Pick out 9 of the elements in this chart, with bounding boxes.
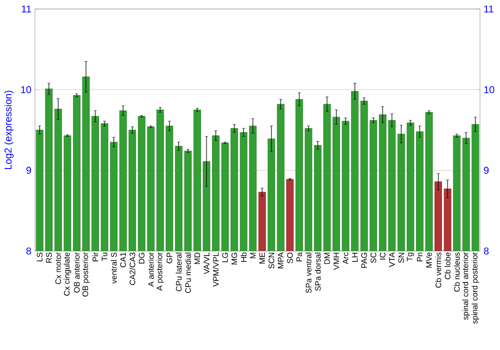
y-tick-label: 11 — [22, 6, 31, 12]
y2-tick-label: 9 — [484, 166, 489, 174]
y-tick-label: 9 — [26, 166, 32, 174]
y2-tick-label: 10 — [484, 86, 494, 94]
y-axis-title: Log2 (expression) — [4, 90, 14, 170]
y-tick-label: 10 — [21, 86, 32, 94]
y2-tick-label: 11 — [484, 6, 494, 12]
y2-tick-label: 8 — [484, 247, 489, 255]
y-tick-label: 8 — [26, 247, 32, 255]
